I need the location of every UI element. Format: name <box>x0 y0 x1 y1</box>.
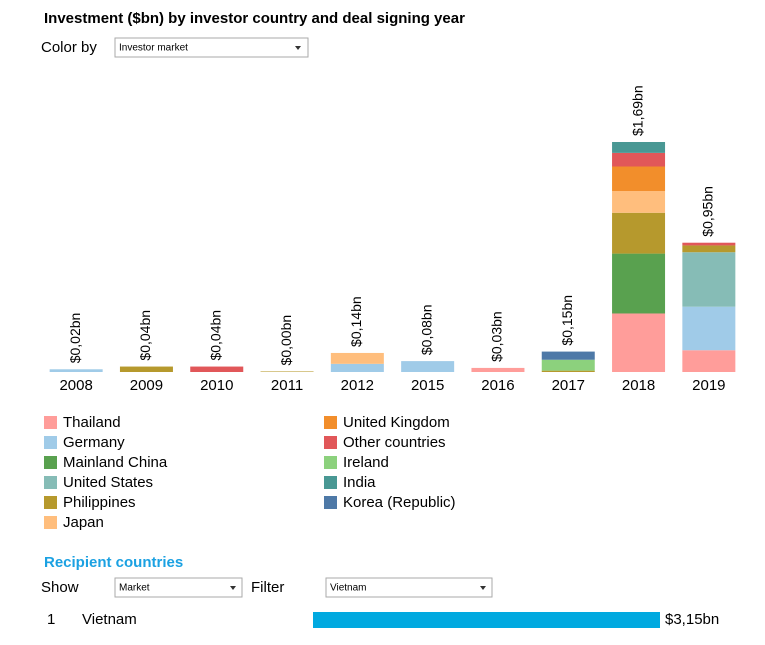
legend-swatch <box>44 436 57 449</box>
data-label: $0,95bn <box>700 186 716 237</box>
dropdown-arrow[interactable] <box>230 586 236 590</box>
legend-label: United States <box>63 474 153 491</box>
legend-swatch <box>44 456 57 469</box>
data-label: $0,15bn <box>559 295 575 346</box>
x-tick-label: 2018 <box>622 377 655 394</box>
legend-label: Philippines <box>63 494 136 511</box>
bar-segment <box>401 361 455 372</box>
row-name: Vietnam <box>82 611 137 628</box>
bar-segment <box>49 369 103 372</box>
data-label: $0,00bn <box>278 315 294 366</box>
legend-swatch <box>324 456 337 469</box>
bar-segment <box>330 352 384 364</box>
bar-segment <box>612 212 666 254</box>
bar-segment <box>682 306 736 351</box>
x-tick-label: 2015 <box>411 377 444 394</box>
dropdown[interactable]: Vietnam <box>325 577 493 598</box>
dropdown-value[interactable]: Investor market <box>119 43 188 54</box>
dropdown[interactable]: Market <box>114 577 243 598</box>
row-rank: 1 <box>47 611 55 628</box>
bar-segment <box>541 351 595 360</box>
x-tick-label: 2010 <box>200 377 233 394</box>
control-label: Show <box>41 579 79 596</box>
data-label: $3,15bn <box>665 611 719 628</box>
legend-label: Korea (Republic) <box>343 494 456 511</box>
bar-segment <box>612 313 666 372</box>
x-tick-label: 2011 <box>271 377 303 394</box>
data-label: $0,04bn <box>137 310 153 361</box>
bar-segment <box>471 367 525 372</box>
bar-segment <box>682 252 736 307</box>
legend-label: India <box>343 474 376 491</box>
section-title: Recipient countries <box>44 554 183 571</box>
data-label: $0,03bn <box>489 311 505 362</box>
bar-segment <box>612 152 666 167</box>
bar-segment <box>682 350 736 372</box>
x-tick-label: 2012 <box>341 377 374 394</box>
legend-swatch <box>44 496 57 509</box>
x-tick-label: 2017 <box>552 377 585 394</box>
legend-label: United Kingdom <box>343 414 450 431</box>
legend-swatch <box>44 416 57 429</box>
bar-segment <box>612 253 666 314</box>
legend-swatch <box>324 416 337 429</box>
data-label: $0,02bn <box>67 313 83 364</box>
legend-swatch <box>324 436 337 449</box>
legend-label: Other countries <box>343 434 446 451</box>
legend-label: Thailand <box>63 414 121 431</box>
bar-segment <box>190 366 244 372</box>
bar-segment <box>541 359 595 371</box>
legend-swatch <box>44 516 57 529</box>
data-label: $1,69bn <box>629 85 645 136</box>
legend-label: Ireland <box>343 454 389 471</box>
control-label: Filter <box>251 579 284 596</box>
legend-label: Japan <box>63 514 104 531</box>
dropdown-arrow[interactable] <box>295 46 301 50</box>
legend-swatch <box>44 476 57 489</box>
chart-title: Investment ($bn) by investor country and… <box>44 10 465 27</box>
dropdown-value[interactable]: Market <box>119 583 150 594</box>
x-tick-label: 2008 <box>59 377 92 394</box>
legend-swatch <box>324 476 337 489</box>
data-label: $0,04bn <box>207 310 223 361</box>
bar-segment <box>612 190 666 213</box>
recipient-rows: 1 Vietnam $3,15bn <box>47 611 719 628</box>
dropdown[interactable]: Investor market <box>114 37 309 58</box>
bar-segment <box>260 371 314 372</box>
legend: Thailand Germany Mainland China United Stat… <box>44 414 456 531</box>
x-tick-label: 2009 <box>130 377 163 394</box>
control-label: Color by <box>41 39 97 56</box>
bar-segment <box>682 242 736 246</box>
bar-chart: 2008 $0,02bn 2009 $0,04bn 2010 $0,04bn 2011 $0,… <box>49 85 736 394</box>
x-tick-label: 2016 <box>481 377 514 394</box>
legend-label: Germany <box>63 434 125 451</box>
bar-segment <box>541 370 595 372</box>
bar-segment <box>330 363 384 372</box>
x-tick-label: 2019 <box>692 377 725 394</box>
dropdown-box[interactable] <box>114 577 243 598</box>
dropdown-box[interactable] <box>325 577 493 598</box>
dropdown-arrow[interactable] <box>480 586 486 590</box>
data-label: $0,14bn <box>348 296 364 347</box>
bar-segment <box>612 166 666 191</box>
legend-swatch <box>324 496 337 509</box>
data-label: $0,08bn <box>418 305 434 356</box>
bar <box>313 612 660 628</box>
dropdown-box[interactable] <box>114 37 309 58</box>
legend-label: Mainland China <box>63 454 168 471</box>
bar-segment <box>682 245 736 253</box>
dropdown-value[interactable]: Vietnam <box>330 583 367 594</box>
bar-segment <box>119 366 173 372</box>
bar-segment <box>612 142 666 153</box>
